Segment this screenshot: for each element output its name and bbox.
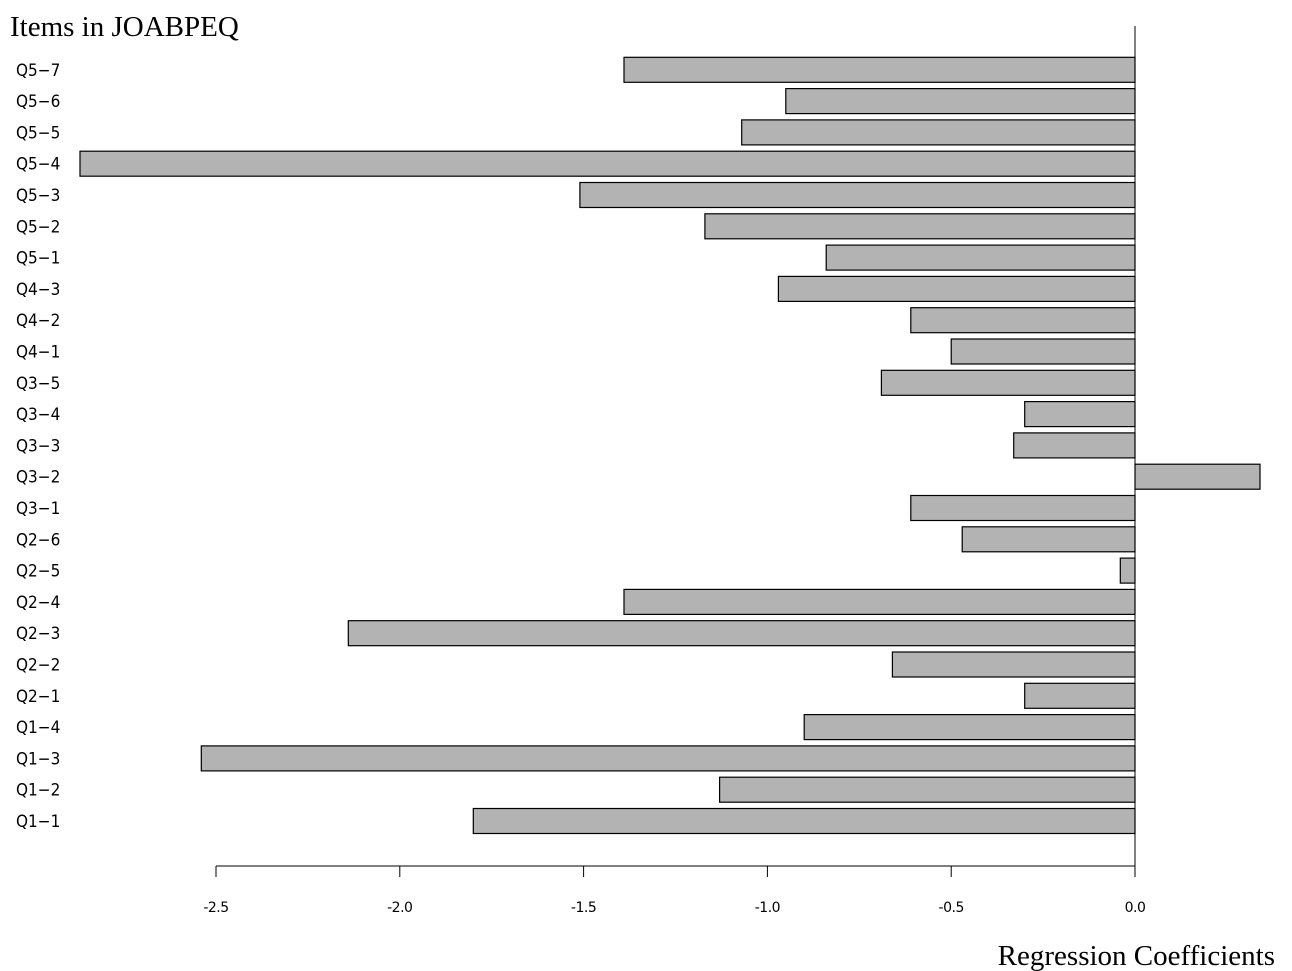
category-label-q2-6: Q2−6: [16, 530, 60, 550]
category-label-q3-2: Q3−2: [16, 468, 60, 488]
x-ticks-group: -2.5 -2.0 -1.5 -1.0 -0.5 0.0: [203, 866, 1146, 916]
bar-q5-6: [785, 87, 1136, 115]
x-tick-label: -0.5: [939, 900, 964, 916]
bar-q1-1: [472, 807, 1136, 835]
category-label-q5-5: Q5−5: [16, 123, 60, 143]
category-label-q3-5: Q3−5: [16, 374, 60, 394]
bar-q4-2: [910, 307, 1136, 334]
category-label-q3-1: Q3−1: [16, 499, 60, 519]
category-label-q2-4: Q2−4: [16, 593, 60, 613]
bar-q5-4: [79, 150, 1136, 177]
bar-q1-3: [200, 745, 1136, 772]
bar-q1-4: [803, 713, 1136, 741]
bar-q5-5: [741, 119, 1136, 146]
category-label-q2-1: Q2−1: [16, 687, 60, 707]
category-label-q5-2: Q5−2: [16, 217, 60, 237]
category-label-q2-5: Q2−5: [16, 562, 60, 582]
bar-q3-1: [910, 494, 1136, 522]
bar-q3-4: [1024, 401, 1136, 428]
category-label-q2-2: Q2−2: [16, 656, 60, 676]
category-label-q4-3: Q4−3: [16, 280, 60, 300]
category-label-q4-1: Q4−1: [16, 343, 60, 363]
category-label-q5-6: Q5−6: [16, 92, 60, 112]
bar-q2-4: [623, 588, 1136, 616]
bar-q1-2: [718, 776, 1136, 803]
category-label-q4-2: Q4−2: [16, 311, 60, 331]
x-tick-label: 0.0: [1125, 900, 1146, 916]
category-label-q2-3: Q2−3: [16, 624, 60, 644]
bar-q2-3: [347, 620, 1136, 647]
bar-q3-2: [1134, 463, 1261, 490]
category-label-q5-3: Q5−3: [16, 186, 60, 206]
x-tick-label: -1.5: [571, 900, 596, 916]
category-label-q5-1: Q5−1: [16, 249, 60, 269]
category-label-q5-4: Q5−4: [16, 155, 60, 175]
category-label-q3-4: Q3−4: [16, 405, 60, 425]
y-axis-title: Items in JOABPEQ: [10, 11, 239, 43]
bar-q3-5: [880, 369, 1136, 396]
category-label-q1-1: Q1−1: [16, 812, 60, 832]
bar-q5-3: [579, 181, 1136, 209]
bar-q2-1: [1024, 682, 1136, 709]
bar-q5-2: [704, 213, 1136, 240]
x-tick-label: -1.0: [755, 900, 780, 916]
bar-q5-7: [623, 56, 1136, 83]
bar-q2-6: [961, 526, 1136, 553]
bar-q4-3: [777, 275, 1136, 302]
category-labels-group: Q1−1 Q1−2 Q1−3 Q1−4 Q2−1 Q2−2 Q2−3 Q2−4 Q2−5 Q2−6…: [16, 61, 60, 832]
bar-q4-1: [950, 338, 1136, 365]
x-tick-label: -2.0: [387, 900, 412, 916]
category-label-q3-3: Q3−3: [16, 436, 60, 456]
category-label-q1-4: Q1−4: [16, 718, 60, 738]
bars-group: [79, 56, 1261, 835]
category-label-q1-2: Q1−2: [16, 781, 60, 801]
category-label-q1-3: Q1−3: [16, 749, 60, 769]
bar-q2-2: [891, 651, 1136, 678]
x-axis-title: Regression Coefficients: [998, 940, 1275, 971]
bar-q2-5: [1119, 557, 1136, 584]
x-tick-label: -2.5: [203, 900, 228, 916]
bar-q3-3: [1013, 432, 1136, 459]
category-label-q5-7: Q5−7: [16, 61, 60, 81]
bar-q5-1: [825, 244, 1136, 271]
